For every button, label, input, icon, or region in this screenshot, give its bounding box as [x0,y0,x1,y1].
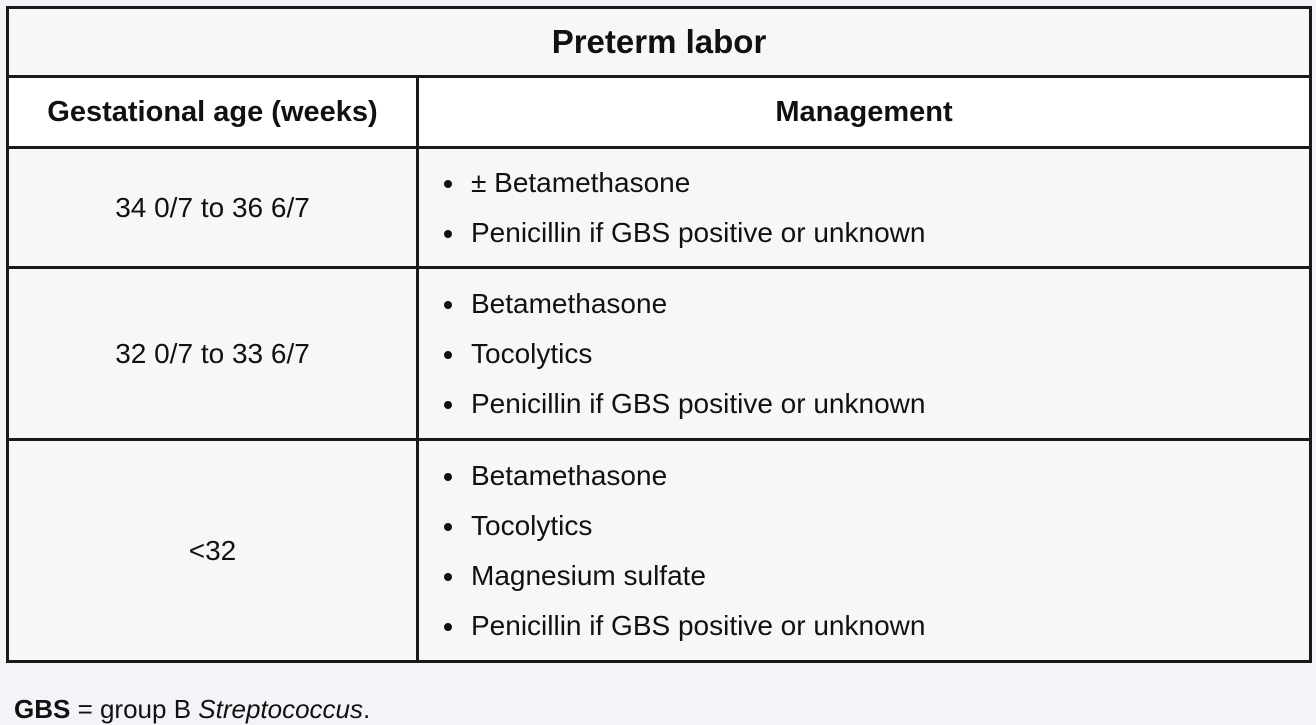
table-header-row: Gestational age (weeks) Management [6,75,1312,149]
list-item: Penicillin if GBS positive or unknown [467,208,1309,258]
preterm-labor-table: Preterm labor Gestational age (weeks) Ma… [6,6,1312,663]
management-list: Betamethasone Tocolytics Magnesium sulfa… [419,451,1309,651]
list-item: Tocolytics [467,501,1309,551]
gestational-age-cell: 34 0/7 to 36 6/7 [6,146,419,269]
preterm-labor-table-container: Preterm labor Gestational age (weeks) Ma… [6,6,1312,663]
table-row: 34 0/7 to 36 6/7 ± Betamethasone Penicil… [6,146,1312,269]
table-row: <32 Betamethasone Tocolytics Magnesium s… [6,438,1312,663]
list-item: Tocolytics [467,329,1309,379]
gestational-age-cell: 32 0/7 to 33 6/7 [6,266,419,441]
list-item: ± Betamethasone [467,158,1309,208]
management-cell: Betamethasone Tocolytics Magnesium sulfa… [416,438,1312,663]
list-item: Betamethasone [467,279,1309,329]
footnote-abbreviation: GBS [14,694,71,724]
management-list: ± Betamethasone Penicillin if GBS positi… [419,158,1309,258]
footnote-definition: = group B [70,694,199,724]
footnote: GBS = group B Streptococcus. [14,694,370,725]
gestational-age-cell: <32 [6,438,419,663]
footnote-end: . [363,694,371,724]
list-item: Betamethasone [467,451,1309,501]
table-title: Preterm labor [6,6,1312,78]
header-management: Management [416,75,1312,149]
table-title-row: Preterm labor [6,6,1312,78]
management-cell: Betamethasone Tocolytics Penicillin if G… [416,266,1312,441]
table-row: 32 0/7 to 33 6/7 Betamethasone Tocolytic… [6,266,1312,441]
list-item: Magnesium sulfate [467,551,1309,601]
footnote-organism: Streptococcus [198,694,364,724]
list-item: Penicillin if GBS positive or unknown [467,601,1309,651]
management-list: Betamethasone Tocolytics Penicillin if G… [419,279,1309,429]
header-gestational-age: Gestational age (weeks) [6,75,419,149]
management-cell: ± Betamethasone Penicillin if GBS positi… [416,146,1312,269]
list-item: Penicillin if GBS positive or unknown [467,379,1309,429]
